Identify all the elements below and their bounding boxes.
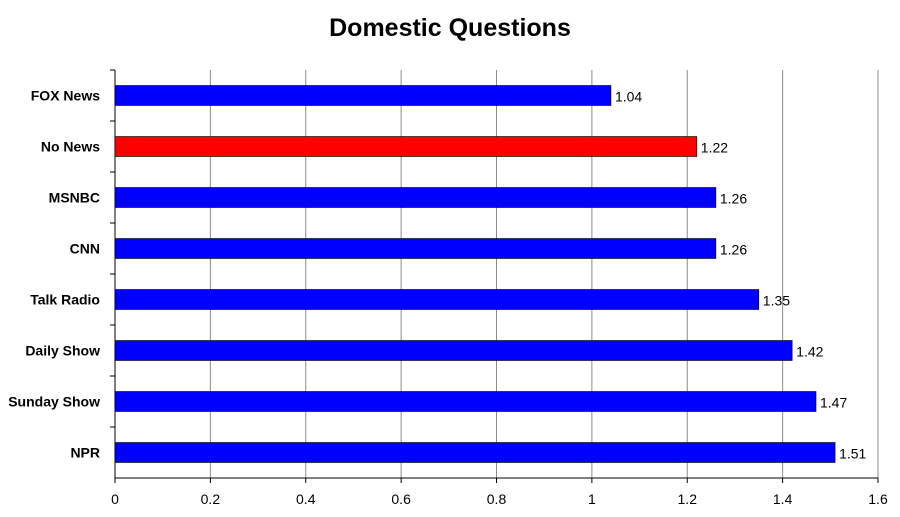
data-label: 1.51 bbox=[839, 446, 866, 462]
gridlines bbox=[209, 70, 879, 478]
x-tick-label: 1.6 bbox=[868, 491, 888, 507]
category-label: CNN bbox=[70, 241, 100, 257]
x-tick-label: 0.4 bbox=[296, 491, 316, 507]
x-tick-label: 1.2 bbox=[678, 491, 698, 507]
x-tick-label: 1.4 bbox=[773, 491, 793, 507]
bar bbox=[114, 238, 717, 259]
category-label: MSNBC bbox=[49, 190, 100, 206]
chart-title: Domestic Questions bbox=[329, 14, 571, 42]
bar bbox=[114, 85, 612, 106]
data-label: 1.04 bbox=[615, 89, 642, 105]
bar bbox=[114, 340, 793, 361]
x-tick-label: 0.2 bbox=[201, 491, 221, 507]
x-tick-label: 0.8 bbox=[487, 491, 507, 507]
data-label: 1.26 bbox=[720, 242, 747, 258]
axes bbox=[110, 69, 879, 483]
data-label: 1.26 bbox=[720, 191, 747, 207]
x-tick-label: 1 bbox=[588, 491, 596, 507]
bars bbox=[114, 85, 836, 463]
labels: 0 0.2 0.4 0.6 0.8 1 1.2 1.4 1.6 FOX News 1.04 No Ne… bbox=[8, 88, 888, 508]
x-tick-label: 0.6 bbox=[391, 491, 411, 507]
bar bbox=[114, 289, 760, 310]
bar bbox=[114, 187, 717, 208]
data-label: 1.35 bbox=[763, 293, 790, 309]
data-label: 1.47 bbox=[820, 395, 847, 411]
data-label: 1.22 bbox=[701, 140, 728, 156]
bar bbox=[114, 136, 698, 157]
category-label: FOX News bbox=[31, 88, 100, 104]
bar bbox=[114, 391, 817, 412]
data-label: 1.42 bbox=[796, 344, 823, 360]
category-label: NPR bbox=[70, 445, 100, 461]
category-label: Talk Radio bbox=[30, 292, 100, 308]
bar bbox=[114, 442, 836, 463]
category-label: Sunday Show bbox=[8, 394, 100, 410]
category-label: No News bbox=[41, 139, 100, 155]
x-tick-label: 0 bbox=[111, 491, 119, 507]
category-label: Daily Show bbox=[25, 343, 100, 359]
